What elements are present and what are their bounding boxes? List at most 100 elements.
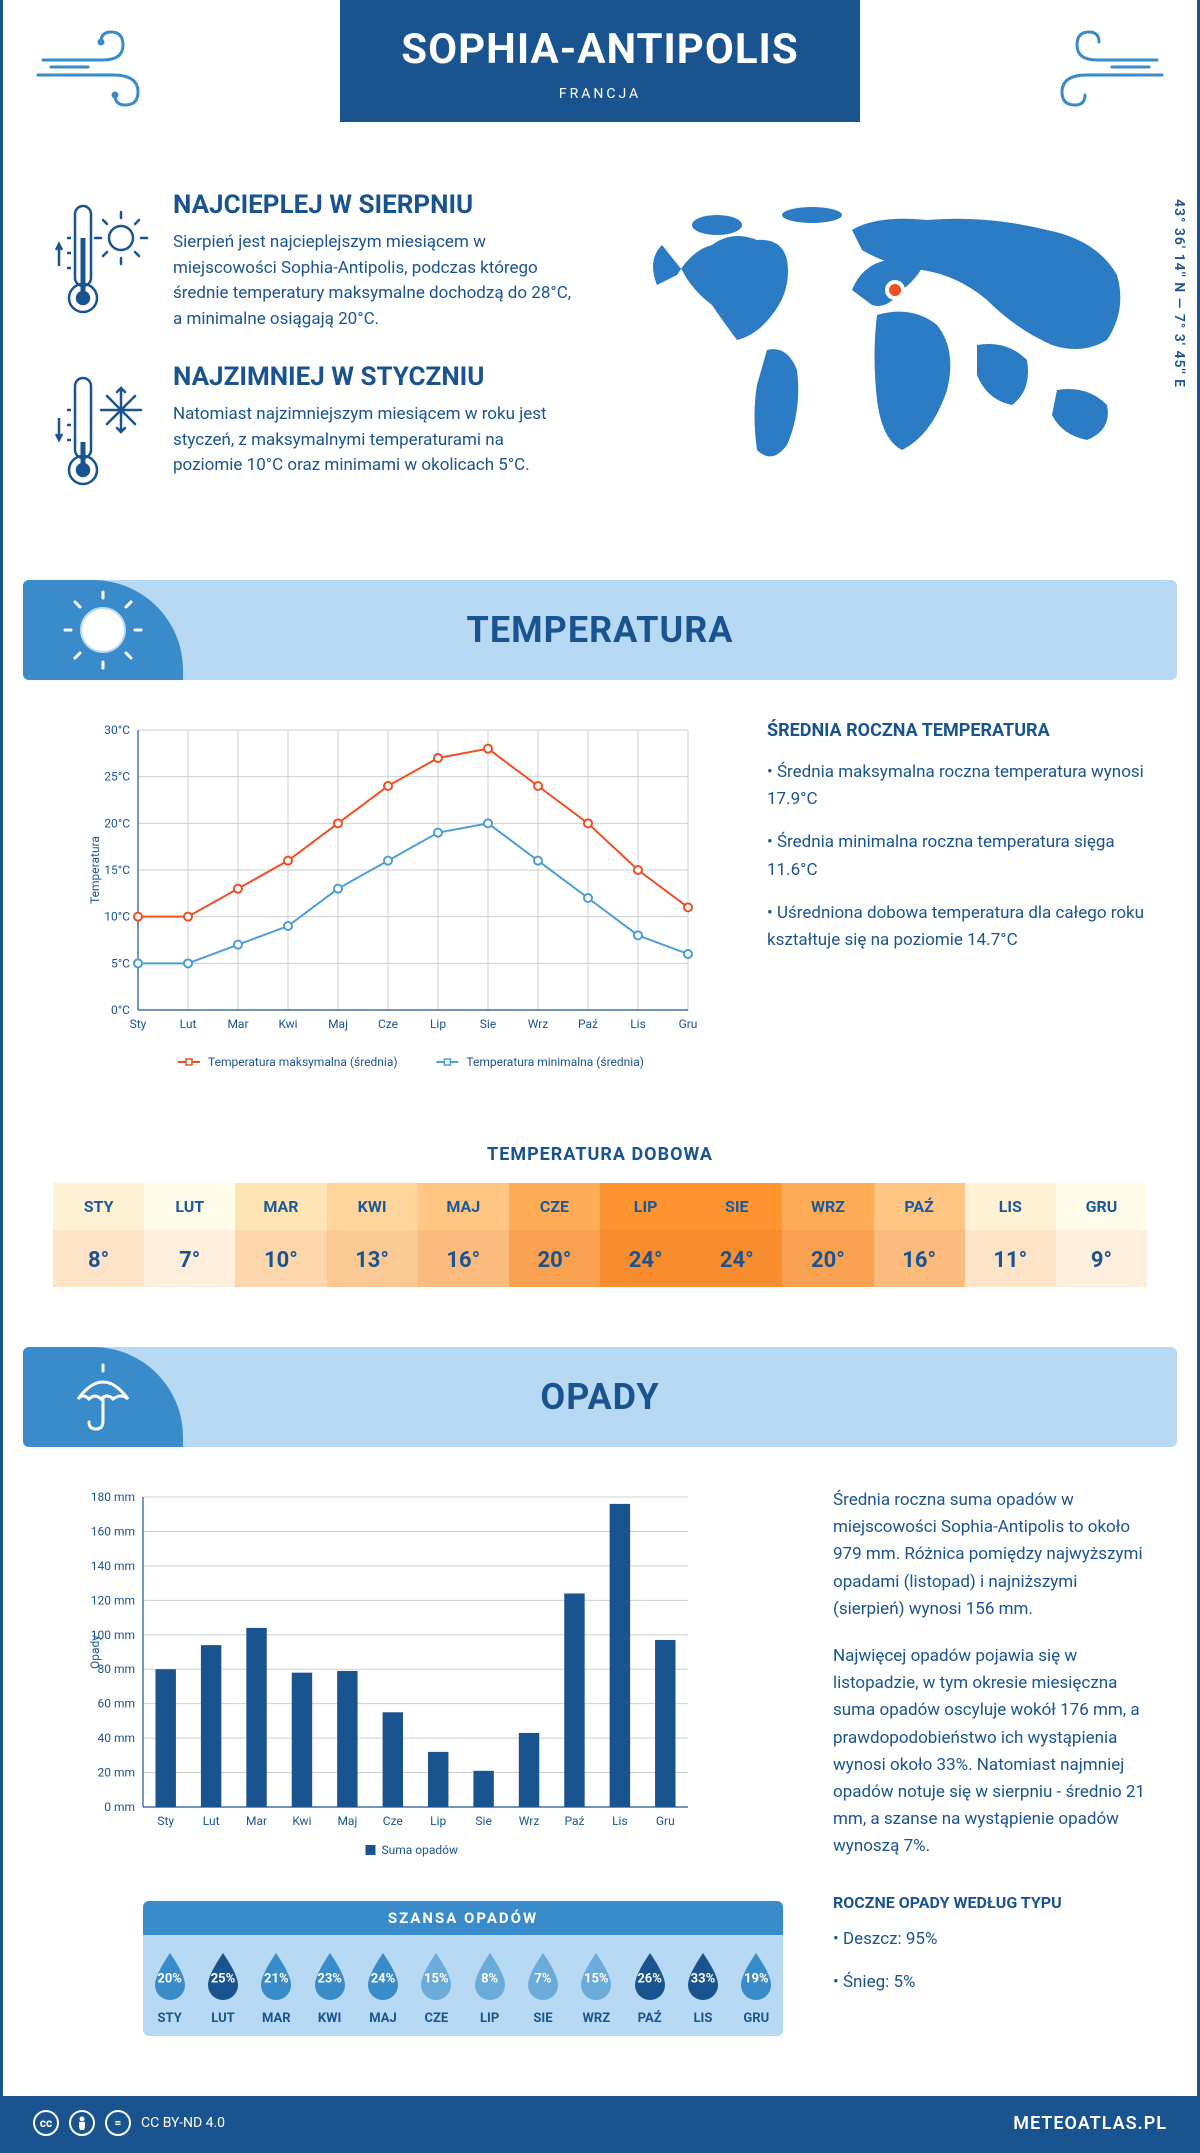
chance-drop: 23% xyxy=(309,1949,351,2001)
chance-drop: 26% xyxy=(629,1949,671,2001)
temp-info-list: • Średnia maksymalna roczna temperatura … xyxy=(767,759,1147,954)
daily-cell: CZE20° xyxy=(509,1183,600,1287)
umbrella-icon-wrap xyxy=(23,1347,183,1447)
temp-chart-col: 0°C5°C10°C15°C20°C25°C30°CStyLutMarKwiMa… xyxy=(83,720,717,1084)
chance-month: PAŹ xyxy=(623,2011,676,2026)
chance-cell: 8%LIP xyxy=(463,1949,516,2026)
license-text: CC BY-ND 4.0 xyxy=(141,2115,225,2131)
svg-text:60 mm: 60 mm xyxy=(97,1697,135,1711)
chance-cell: 25%LUT xyxy=(196,1949,249,2026)
chance-cell: 15%WRZ xyxy=(570,1949,623,2026)
daily-value: 11° xyxy=(965,1230,1056,1287)
cc-icon: cc xyxy=(33,2110,59,2136)
by-icon xyxy=(69,2110,95,2136)
chance-month: CZE xyxy=(410,2011,463,2026)
umbrella-icon xyxy=(63,1357,143,1437)
temp-body: 0°C5°C10°C15°C20°C25°C30°CStyLutMarKwiMa… xyxy=(23,710,1177,1114)
svg-text:Temperatura: Temperatura xyxy=(88,836,102,904)
svg-text:Maj: Maj xyxy=(328,1017,348,1031)
svg-text:Lut: Lut xyxy=(180,1017,197,1031)
svg-text:Kwi: Kwi xyxy=(278,1017,297,1031)
cold-heading: NAJZIMNIEJ W STYCZNIU xyxy=(173,362,573,392)
types-item: • Śnieg: 5% xyxy=(833,1969,1147,1996)
temp-info-col: ŚREDNIA ROCZNA TEMPERATURA • Średnia mak… xyxy=(767,720,1147,1084)
daily-cell: GRU9° xyxy=(1056,1183,1147,1287)
wind-decoration-right xyxy=(1037,20,1167,110)
world-map xyxy=(637,190,1147,490)
chance-body: 20%STY25%LUT21%MAR23%KWI24%MAJ15%CZE8%LI… xyxy=(143,1935,783,2036)
svg-text:Suma opadów: Suma opadów xyxy=(382,1843,459,1857)
precip-body: 0 mm20 mm40 mm60 mm80 mm100 mm120 mm140 … xyxy=(23,1477,1177,2056)
temp-info-item: • Uśredniona dobowa temperatura dla całe… xyxy=(767,900,1147,954)
svg-text:Wrz: Wrz xyxy=(528,1017,549,1031)
chance-month: GRU xyxy=(730,2011,783,2026)
chance-month: STY xyxy=(143,2011,196,2026)
chance-cell: 23%KWI xyxy=(303,1949,356,2026)
daily-cell: KWI13° xyxy=(327,1183,418,1287)
daily-month: PAŹ xyxy=(874,1183,965,1230)
svg-text:160 mm: 160 mm xyxy=(91,1524,135,1538)
chance-pct: 26% xyxy=(637,1972,662,1987)
thermometer-hot-icon xyxy=(53,198,153,318)
svg-text:Kwi: Kwi xyxy=(292,1814,311,1828)
chance-pct: 15% xyxy=(424,1972,449,1987)
chance-drop: 19% xyxy=(735,1949,777,2001)
precip-banner: OPADY xyxy=(23,1347,1177,1447)
chance-drop: 24% xyxy=(362,1949,404,2001)
footer-left: cc = CC BY-ND 4.0 xyxy=(33,2110,225,2136)
svg-text:180 mm: 180 mm xyxy=(91,1490,135,1504)
daily-month: MAR xyxy=(235,1183,326,1230)
svg-text:Lip: Lip xyxy=(430,1814,446,1828)
intro-left: NAJCIEPLEJ W SIERPNIU Sierpień jest najc… xyxy=(53,190,607,520)
chance-cell: 24% MAJ xyxy=(356,1949,409,2026)
chance-pct: 19% xyxy=(744,1972,769,1987)
svg-text:Paź: Paź xyxy=(564,1814,584,1828)
svg-text:Sty: Sty xyxy=(157,1814,174,1828)
chance-month: MAJ xyxy=(356,2011,409,2026)
daily-month: LUT xyxy=(144,1183,235,1230)
svg-text:0 mm: 0 mm xyxy=(104,1800,135,1814)
chance-pct: 20% xyxy=(157,1972,182,1987)
page-container: SOPHIA-ANTIPOLIS FRANCJA xyxy=(0,0,1200,2153)
svg-text:Lut: Lut xyxy=(203,1814,220,1828)
chance-pct: 7% xyxy=(534,1972,551,1987)
precip-text-2: Najwięcej opadów pojawia się w listopadz… xyxy=(833,1643,1147,1861)
daily-value: 16° xyxy=(418,1230,509,1287)
chance-drop: 7% xyxy=(522,1949,564,2001)
header-banner: SOPHIA-ANTIPOLIS FRANCJA xyxy=(340,0,860,122)
svg-text:Maj: Maj xyxy=(337,1814,357,1828)
chance-month: LIP xyxy=(463,2011,516,2026)
daily-month: MAJ xyxy=(418,1183,509,1230)
svg-text:140 mm: 140 mm xyxy=(91,1559,135,1573)
chance-cell: 15% CZE xyxy=(410,1949,463,2026)
daily-cell: MAR10° xyxy=(235,1183,326,1287)
svg-text:Lis: Lis xyxy=(612,1814,628,1828)
svg-text:15°C: 15°C xyxy=(104,863,130,877)
svg-text:Lis: Lis xyxy=(630,1017,646,1031)
chance-cell: 26% PAŹ xyxy=(623,1949,676,2026)
types-item: • Deszcz: 95% xyxy=(833,1926,1147,1953)
svg-text:Wrz: Wrz xyxy=(519,1814,540,1828)
hot-text: Sierpień jest najcieplejszym miesiącem w… xyxy=(173,230,573,332)
thermometer-cold-icon xyxy=(53,370,153,490)
svg-text:Temperatura maksymalna (średni: Temperatura maksymalna (średnia) xyxy=(208,1055,398,1069)
precip-info-col: Średnia roczna suma opadów w miejscowośc… xyxy=(833,1487,1147,2036)
daily-value: 20° xyxy=(782,1230,873,1287)
types-list: • Deszcz: 95% • Śnieg: 5% xyxy=(833,1926,1147,1996)
daily-month: WRZ xyxy=(782,1183,873,1230)
daily-month: CZE xyxy=(509,1183,600,1230)
daily-value: 8° xyxy=(53,1230,144,1287)
temp-title: TEMPERATURA xyxy=(467,609,734,651)
daily-value: 24° xyxy=(691,1230,782,1287)
chance-cell: 7%SIE xyxy=(516,1949,569,2026)
precip-title: OPADY xyxy=(540,1376,659,1418)
svg-text:Gru: Gru xyxy=(679,1017,698,1031)
daily-temp-table: STY8°LUT7°MAR10°KWI13°MAJ16°CZE20°LIP24°… xyxy=(53,1183,1147,1287)
daily-value: 9° xyxy=(1056,1230,1147,1287)
chance-drop: 25% xyxy=(202,1949,244,2001)
daily-cell: STY8° xyxy=(53,1183,144,1287)
daily-month: SIE xyxy=(691,1183,782,1230)
svg-text:Opady: Opady xyxy=(88,1635,102,1669)
sun-icon xyxy=(63,590,143,670)
precip-chart-col: 0 mm20 mm40 mm60 mm80 mm100 mm120 mm140 … xyxy=(83,1487,783,2036)
